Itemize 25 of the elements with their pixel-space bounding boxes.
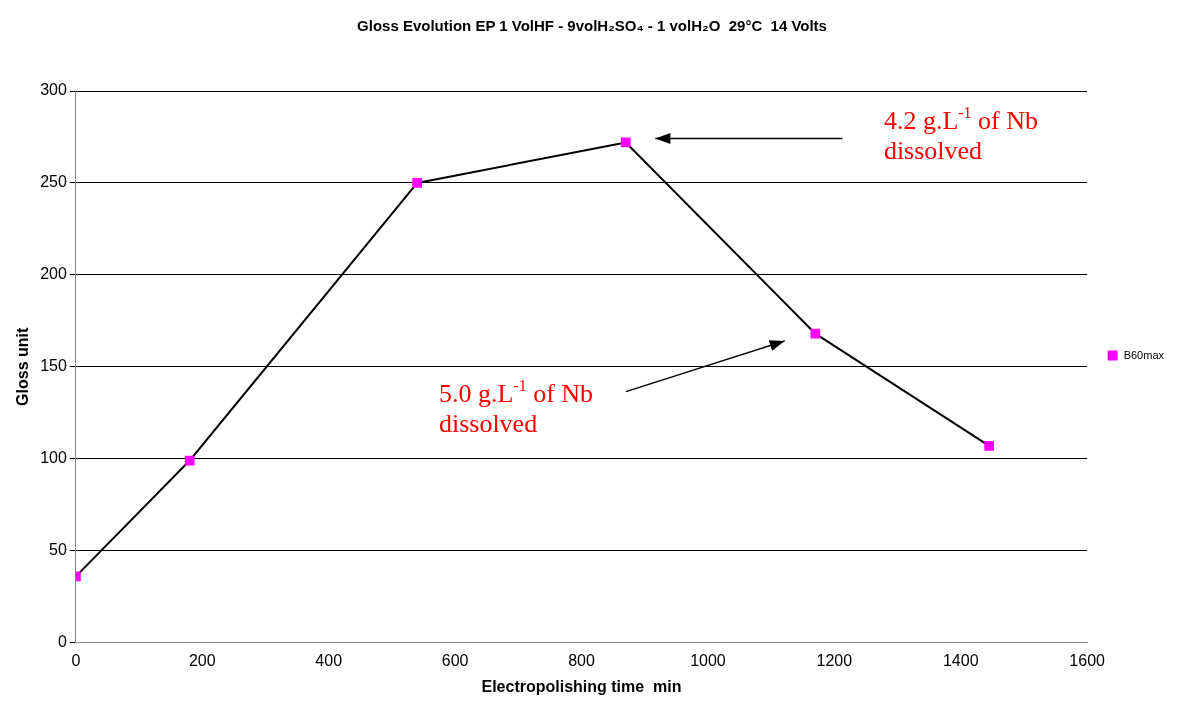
x-tick-label: 0 [71, 651, 81, 669]
x-axis-title: Electropolishing time min [481, 677, 682, 695]
x-tick-label: 1000 [690, 651, 726, 669]
y-tick-label: 0 [57, 633, 67, 651]
y-tick-label: 100 [40, 449, 67, 467]
x-tick-label: 600 [441, 651, 469, 669]
point [620, 137, 631, 148]
y-tick-label: 250 [40, 173, 67, 191]
chart-title: Gloss Evolution EP 1 VolHF - 9volH₂SO₄ - 1 volH₂O 29°C 14 Volts [357, 17, 827, 35]
x-tick-label: 1400 [942, 651, 979, 669]
y-tick-label: 200 [40, 265, 67, 283]
y-tick-label: 50 [49, 541, 67, 559]
x-tick-label: 1600 [1069, 651, 1106, 669]
point [984, 440, 995, 451]
x-tick-label: 400 [315, 651, 343, 669]
y-tick-label: 150 [40, 357, 67, 375]
legend-label: B60max [1123, 348, 1165, 361]
x-tick-label: 200 [188, 651, 216, 669]
point [184, 455, 195, 466]
x-tick-label: 800 [568, 651, 595, 669]
point [412, 178, 423, 188]
point [810, 328, 821, 339]
x-tick-label: 1200 [816, 651, 853, 669]
y-axis-title: Gloss unit [14, 327, 32, 406]
y-tick-label: 300 [40, 81, 67, 99]
